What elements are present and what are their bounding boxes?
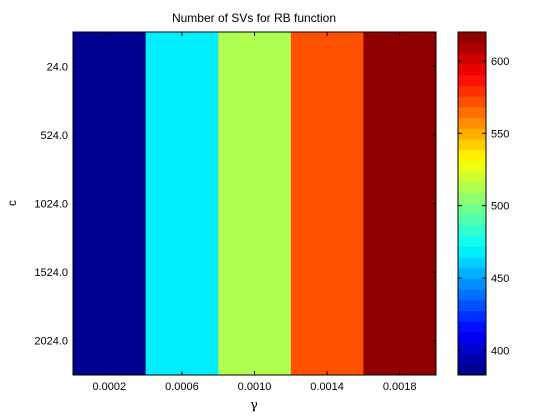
x-tick-label: 0.0018 <box>383 381 417 393</box>
colorbar-segment <box>458 139 486 151</box>
colorbar-segment <box>458 342 486 354</box>
heatmap-cell <box>363 32 437 102</box>
x-axis-ticks: 0.0002 0.0006 0.0010 0.0014 0.0018 <box>92 32 417 393</box>
colorbar-segment <box>458 149 486 162</box>
x-tick-label: 0.0014 <box>310 381 344 393</box>
heatmap-cell <box>73 237 147 307</box>
x-tick-label: 0.0010 <box>238 381 272 393</box>
heatmap-cell <box>363 100 437 170</box>
colorbar-segment <box>458 278 486 290</box>
heatmap-cell <box>73 169 147 239</box>
colorbar-segment <box>458 364 486 376</box>
colorbar-segment <box>458 246 486 258</box>
heatmap-cell <box>145 237 219 307</box>
heatmap-cell <box>218 32 292 102</box>
colorbar-segment <box>458 267 486 279</box>
heatmap-cell <box>363 169 437 239</box>
heatmap-cell <box>218 306 292 376</box>
colorbar-segment <box>458 74 486 86</box>
heatmap-cell <box>363 306 437 376</box>
y-tick-label: 524.0 <box>40 130 68 142</box>
y-tick-label: 1024.0 <box>34 199 68 211</box>
colorbar-segment <box>458 289 486 301</box>
heatmap-cells <box>73 32 437 376</box>
colorbar-segment <box>458 353 486 365</box>
colorbar-segment <box>458 85 486 97</box>
heatmap-cell <box>145 32 219 102</box>
colorbar-segment <box>458 96 486 108</box>
heatmap-cell <box>290 306 364 376</box>
heatmap-cell <box>290 32 364 102</box>
heatmap-cell <box>73 100 147 170</box>
colorbar-segment <box>458 235 486 247</box>
colorbar-segment <box>458 224 486 237</box>
colorbar-segment <box>458 182 486 194</box>
colorbar-segment <box>458 171 486 183</box>
heatmap-cell <box>218 169 292 239</box>
y-tick-label: 1524.0 <box>34 267 68 279</box>
heatmap-cell <box>73 32 147 102</box>
heatmap-cell <box>73 306 147 376</box>
chart-title: Number of SVs for RB function <box>172 11 336 25</box>
y-axis-ticks: 24.0 524.0 1024.0 1524.0 2024.0 <box>34 61 436 348</box>
heatmap-cell <box>145 306 219 376</box>
colorbar-segment <box>458 128 486 140</box>
x-tick-label: 0.0006 <box>165 381 199 393</box>
heatmap-cell <box>363 237 437 307</box>
heatmap-cell <box>145 169 219 239</box>
colorbar-tick-label: 450 <box>491 273 509 285</box>
heatmap-cell <box>145 100 219 170</box>
colorbar-tick-label: 500 <box>491 201 509 213</box>
colorbar <box>458 32 486 376</box>
colorbar-segment <box>458 42 486 54</box>
colorbar-tick-label: 400 <box>491 345 509 357</box>
y-tick-label: 24.0 <box>47 61 68 73</box>
heatmap-cell <box>290 169 364 239</box>
colorbar-segment <box>458 64 486 76</box>
x-tick-label: 0.0002 <box>92 381 126 393</box>
colorbar-segment <box>458 214 486 226</box>
colorbar-segment <box>458 203 486 215</box>
colorbar-frame <box>457 31 487 376</box>
y-tick-label: 2024.0 <box>34 336 68 348</box>
colorbar-segment <box>458 299 486 312</box>
colorbar-segment <box>458 117 486 129</box>
colorbar-segment <box>458 160 486 172</box>
colorbar-ticks: 400 450 500 550 600 <box>458 56 509 357</box>
heatmap-cell <box>290 237 364 307</box>
x-axis-label: γ <box>250 398 258 413</box>
colorbar-segment <box>458 321 486 333</box>
colorbar-tick-label: 600 <box>491 56 509 68</box>
heatmap-cell <box>218 100 292 170</box>
colorbar-segment <box>458 310 486 322</box>
y-axis-label: c <box>5 200 19 206</box>
colorbar-tick-label: 550 <box>491 128 509 140</box>
heatmap-cell <box>218 237 292 307</box>
colorbar-segment <box>458 53 486 65</box>
colorbar-segment <box>458 32 486 44</box>
colorbar-segment <box>458 107 486 119</box>
colorbar-segment <box>458 192 486 204</box>
colorbar-segment <box>458 332 486 344</box>
colorbar-segment <box>458 257 486 269</box>
heatmap-cell <box>290 100 364 170</box>
